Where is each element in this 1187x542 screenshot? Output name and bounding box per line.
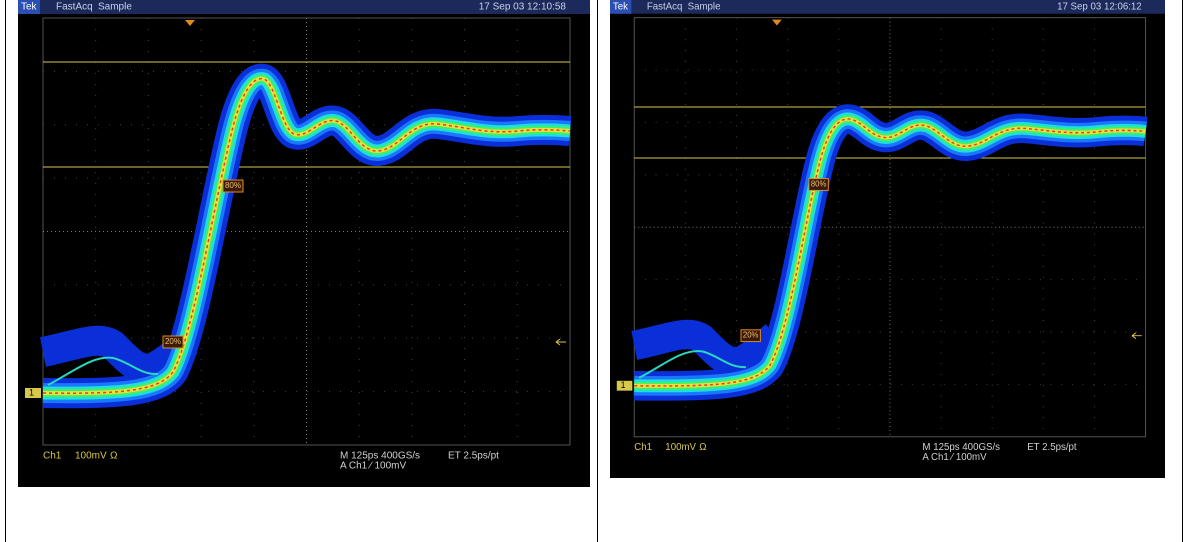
marker-label: 20% [743,331,759,340]
table-border [597,0,598,542]
acq-mode: Sample [688,1,721,12]
trigger: A Ch1 ⁄ 100mV [340,461,406,472]
screen-bg [18,0,590,487]
impedance: Ω [110,451,118,462]
mode: FastAcq [647,1,683,12]
marker-label: 20% [165,337,181,346]
ground-label: 1 [621,380,626,390]
trigger: A Ch1 ⁄ 100mV [922,452,987,463]
resolution: ET 2.5ps/pt [1027,442,1077,453]
table-border [1182,0,1183,542]
acq-mode: Sample [98,2,132,13]
oscilloscope-screen: Tek FastAcq Sample 17 Sep 03 12:10:58 80% 20%… [18,0,590,487]
scale: 100mV [665,442,696,453]
channel: Ch1 [43,451,62,462]
timestamp: 17 Sep 03 12:06:12 [1057,1,1142,12]
oscilloscope-screen: Tek FastAcq Sample 17 Sep 03 12:06:12 80% 20%… [610,0,1165,478]
table-border [5,0,6,542]
channel: Ch1 [634,442,652,453]
screen-bg [610,0,1165,478]
resolution: ET 2.5ps/pt [448,451,499,462]
scale: 100mV [75,451,107,462]
page: Tek FastAcq Sample 17 Sep 03 12:10:58 80% 20%… [0,0,1187,542]
mode: FastAcq [56,2,93,13]
impedance: Ω [699,442,706,453]
timestamp: 17 Sep 03 12:10:58 [479,2,567,13]
brand: Tek [21,2,38,13]
marker-label: 80% [225,181,241,190]
brand: Tek [613,1,628,12]
ground-label: 1 [29,387,34,397]
marker-label: 80% [811,180,827,189]
